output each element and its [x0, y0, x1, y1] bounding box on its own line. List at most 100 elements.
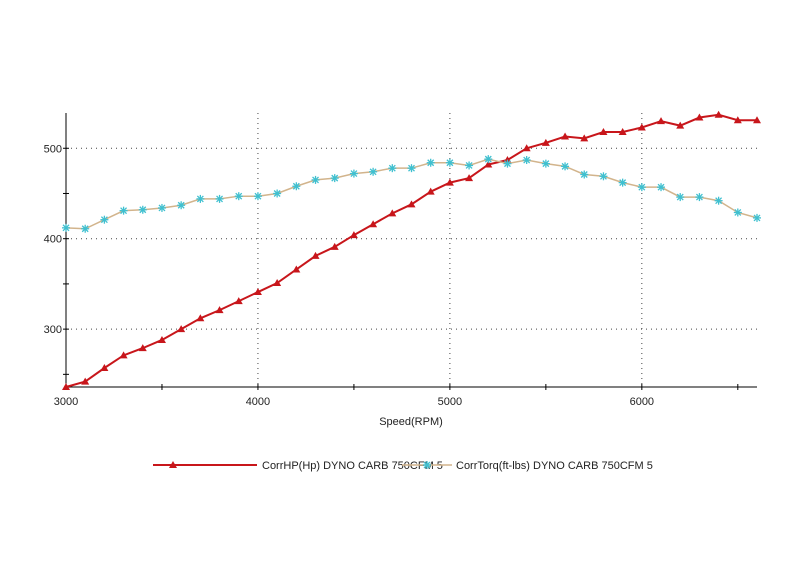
data-point	[714, 110, 723, 118]
marker-stroke	[369, 168, 377, 176]
marker-stroke	[81, 225, 89, 233]
data-point	[714, 196, 723, 205]
marker-stroke	[580, 171, 588, 178]
x-tick-label: 4000	[246, 396, 270, 408]
marker-stroke	[100, 216, 108, 224]
data-point	[138, 344, 147, 352]
data-point	[618, 178, 627, 187]
data-point	[561, 132, 570, 140]
data-point	[138, 205, 147, 214]
x-tick-label: 3000	[54, 396, 78, 408]
marker-stroke	[619, 179, 627, 187]
legend-hp-label: CorrHP(Hp) DYNO CARB 750CFM 5	[262, 460, 443, 472]
marker-stroke	[695, 193, 703, 201]
data-point	[695, 113, 704, 121]
data-point	[157, 203, 166, 212]
marker-stroke	[120, 207, 128, 215]
data-point	[753, 116, 761, 124]
hp-series	[62, 110, 761, 390]
marker-stroke	[312, 176, 319, 184]
data-point	[388, 164, 397, 173]
data-point	[330, 174, 339, 183]
marker-stroke	[158, 204, 166, 212]
marker-stroke	[273, 190, 281, 197]
data-point	[311, 251, 320, 259]
data-point	[369, 220, 378, 228]
marker-stroke	[427, 159, 435, 167]
data-point	[445, 158, 454, 167]
data-point	[62, 383, 70, 390]
data-point	[253, 288, 262, 296]
legend-torque-label: CorrTorq(ft-lbs) DYNO CARB 750CFM 5	[456, 460, 653, 472]
marker-stroke	[599, 172, 607, 180]
legend-torque-marker	[423, 461, 431, 469]
data-point	[484, 155, 493, 164]
data-point	[695, 193, 704, 202]
data-point	[599, 127, 608, 135]
data-point	[426, 187, 435, 195]
data-point	[580, 134, 589, 142]
marker-stroke	[196, 195, 204, 203]
marker-stroke	[177, 201, 185, 209]
data-point	[388, 209, 397, 217]
data-point	[311, 175, 320, 184]
data-point	[253, 192, 262, 201]
data-point	[426, 158, 435, 167]
marker-stroke	[423, 461, 431, 469]
marker-stroke	[62, 224, 70, 232]
marker-stroke	[216, 195, 224, 203]
marker-stroke	[715, 197, 723, 205]
axes	[63, 113, 757, 390]
legend-hp-marker	[169, 461, 177, 468]
data-point	[676, 121, 685, 129]
series-line	[65, 113, 757, 388]
marker-stroke	[523, 156, 531, 164]
marker-stroke	[561, 162, 569, 170]
data-point	[541, 138, 550, 146]
marker-stroke	[235, 192, 243, 200]
marker-stroke	[139, 206, 147, 214]
y-tick-label: 500	[44, 143, 62, 155]
legend: CorrHP(Hp) DYNO CARB 750CFM 5 CorrTorq(ft…	[153, 460, 653, 472]
data-point	[657, 117, 666, 125]
data-point	[465, 161, 474, 170]
data-point	[177, 325, 186, 333]
marker-stroke	[408, 164, 415, 172]
marker-stroke	[504, 160, 511, 168]
torque-series	[62, 155, 761, 233]
marker-stroke	[465, 161, 473, 169]
data-point	[637, 123, 646, 131]
data-point	[407, 164, 416, 173]
marker-stroke	[331, 174, 339, 182]
data-point	[561, 162, 570, 171]
x-axis-label: Speed(RPM)	[379, 416, 443, 428]
marker-stroke	[484, 155, 492, 163]
data-point	[62, 223, 70, 232]
data-point	[580, 170, 589, 179]
data-point	[349, 231, 358, 239]
data-point	[273, 279, 282, 287]
marker-stroke	[734, 209, 742, 216]
data-point	[234, 297, 243, 305]
data-point	[234, 192, 243, 201]
tick-labels: 300 400 500 3000 4000 5000 6000	[44, 143, 654, 408]
data-point	[215, 194, 224, 203]
data-point	[100, 364, 109, 372]
x-tick-label: 6000	[630, 396, 654, 408]
data-point	[465, 174, 474, 182]
marker-stroke	[350, 170, 358, 178]
data-point	[215, 306, 224, 314]
marker-stroke	[542, 160, 550, 168]
data-point	[599, 172, 608, 181]
marker-stroke	[388, 164, 396, 172]
grid-lines	[66, 113, 757, 387]
data-point	[522, 156, 531, 165]
data-point	[157, 335, 166, 343]
data-point	[81, 224, 90, 233]
data-point	[445, 178, 454, 186]
marker-stroke	[753, 214, 761, 222]
data-point	[119, 206, 128, 215]
data-point	[657, 183, 666, 192]
data-point	[484, 160, 493, 168]
